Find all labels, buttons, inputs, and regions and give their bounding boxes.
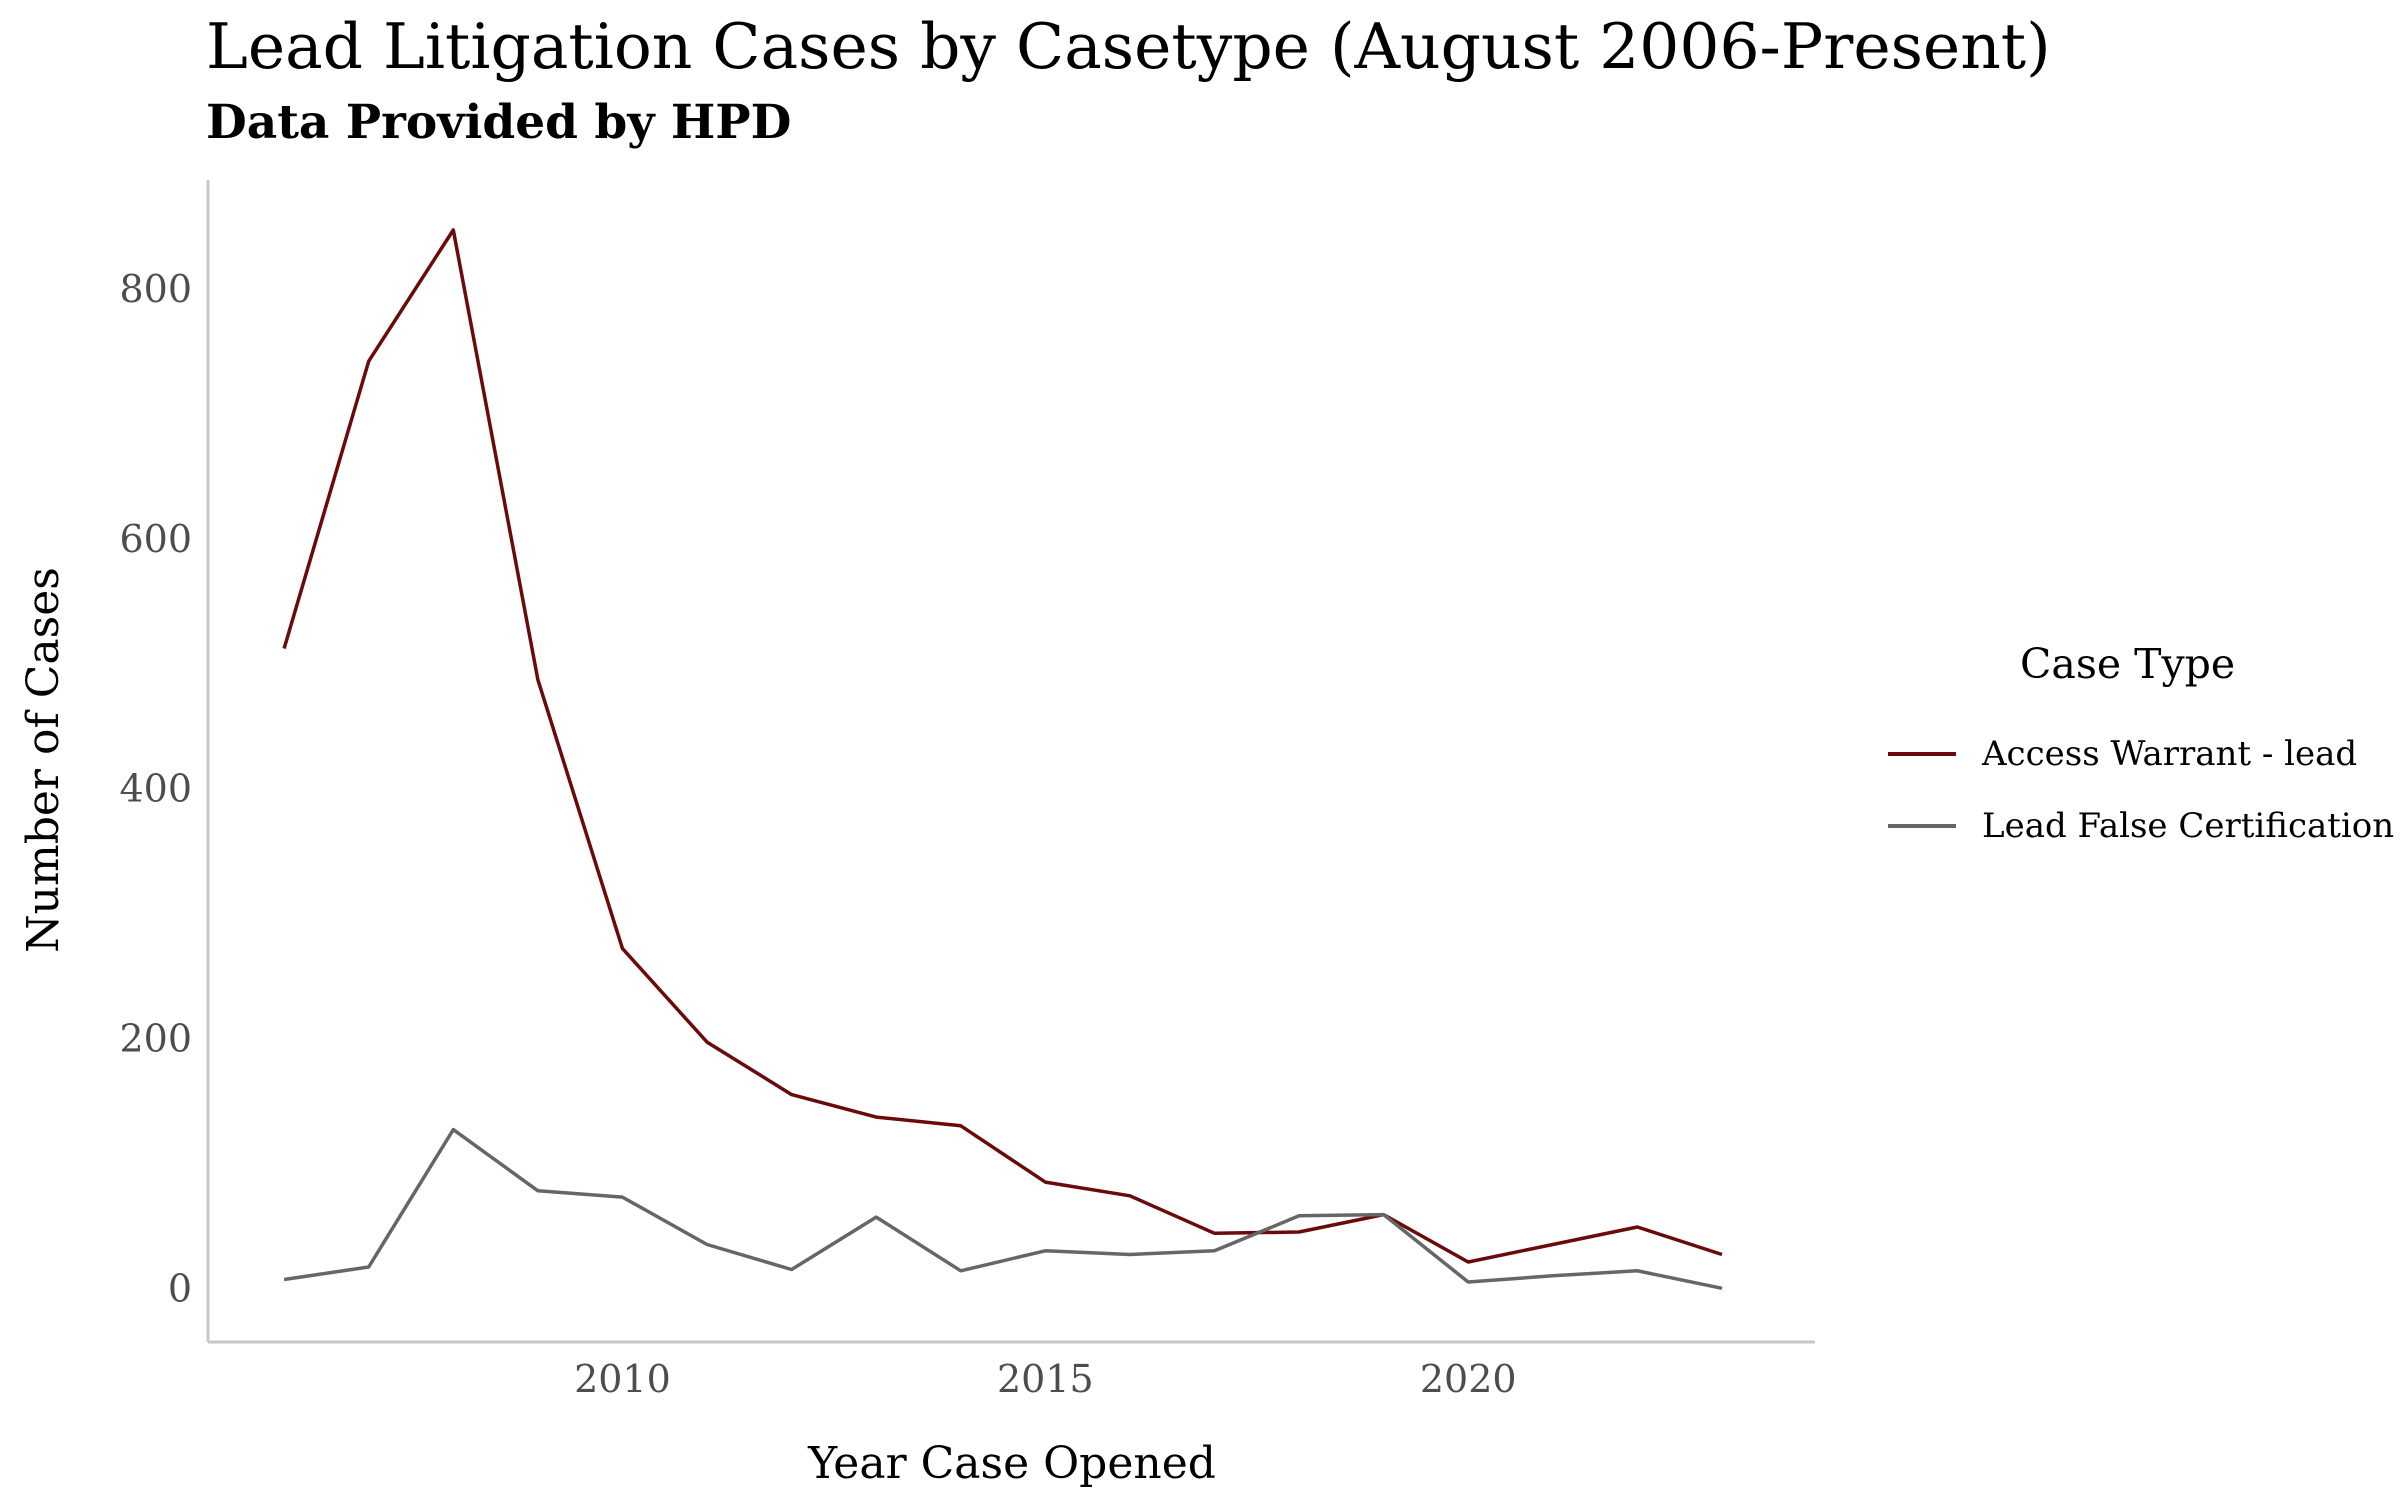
y-tick-label: 600: [119, 517, 192, 561]
x-tick-label: 2020: [1420, 1357, 1517, 1401]
series-line-1: [283, 1127, 1723, 1291]
y-axis-title: Number of Cases: [18, 567, 69, 953]
x-axis-title: Year Case Opened: [807, 1438, 1216, 1489]
series-lines: [282, 228, 1723, 1291]
y-tick-label: 200: [119, 1017, 192, 1061]
legend: Case Type Access Warrant - lead Lead Fal…: [1880, 640, 2400, 862]
x-tick-label: 2015: [997, 1357, 1094, 1401]
legend-label: Lead False Certification: [1982, 806, 2395, 846]
y-tick-label: 0: [168, 1267, 192, 1311]
y-tick-labels: 0 200 400 600 800: [119, 267, 192, 1311]
y-tick-label: 400: [119, 767, 192, 811]
series-line-0: [282, 228, 1723, 1264]
chart-title: Lead Litigation Cases by Casetype (Augus…: [206, 10, 2051, 83]
legend-item-access-warrant: Access Warrant - lead: [1880, 718, 2400, 790]
legend-swatch: [1888, 752, 1956, 756]
x-tick-label: 2010: [574, 1357, 671, 1401]
legend-label: Access Warrant - lead: [1982, 734, 2358, 774]
legend-title: Case Type: [2020, 640, 2236, 688]
line-chart: 0 200 400 600 800 2010 2015 2020 Year Case Ope…: [18, 180, 1815, 1489]
chart-subtitle: Data Provided by HPD: [206, 95, 792, 150]
legend-swatch: [1888, 824, 1956, 828]
legend-item-lead-false-certification: Lead False Certification: [1880, 790, 2400, 862]
x-tick-labels: 2010 2015 2020: [574, 1357, 1517, 1401]
y-tick-label: 800: [119, 267, 192, 311]
